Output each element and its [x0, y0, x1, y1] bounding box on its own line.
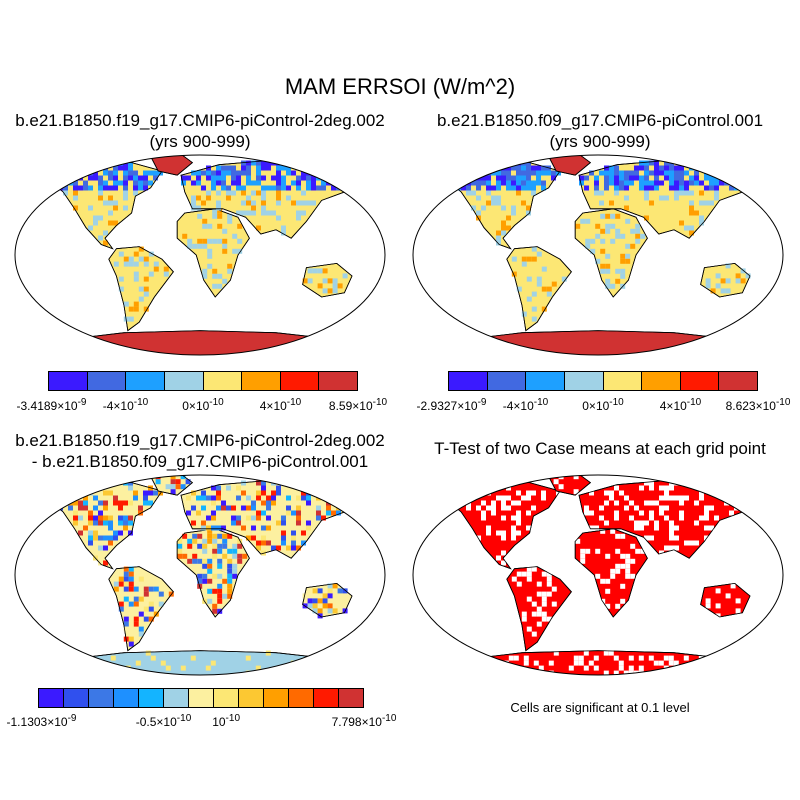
panel-3-title-line-2: - b.e21.B1850.f09_g17.CMIP6-piControl.00… [31, 452, 369, 471]
map-border [412, 474, 784, 676]
colorbar-box [39, 689, 64, 707]
colorbar-box [642, 372, 681, 390]
map-case2 [412, 154, 784, 356]
colorbar-box [449, 372, 488, 390]
colorbar-box [603, 372, 643, 390]
colorbar-difference [38, 688, 364, 708]
main-title: MAM ERRSOI (W/m^2) [284, 74, 516, 99]
panel-2-title-line-1: b.e21.B1850.f09_g17.CMIP6-piControl.001 [436, 111, 764, 130]
significance-note: Cells are significant at 0.1 level [510, 700, 690, 715]
colorbar-box [164, 689, 189, 707]
colorbar-box [719, 372, 757, 390]
panel-2-title: b.e21.B1850.f09_g17.CMIP6-piControl.001 … [400, 110, 800, 152]
colorbar-box [239, 689, 264, 707]
map-difference [14, 474, 386, 676]
colorbar-tick-label: 7.798×10-10 [331, 713, 397, 729]
colorbar-box [564, 372, 604, 390]
colorbar-box [314, 689, 339, 707]
panel-4-title: T-Test of two Case means at each grid po… [400, 438, 800, 459]
colorbar-case1 [48, 371, 358, 391]
panel-3-title: b.e21.B1850.f19_g17.CMIP6-piControl-2deg… [0, 430, 400, 472]
colorbar-tick-label: -1.1303×10-9 [6, 713, 77, 729]
colorbar-box [164, 372, 204, 390]
colorbar-tick-label: -3.4189×10-9 [16, 397, 87, 413]
colorbar-box [89, 689, 114, 707]
colorbar-box [64, 689, 89, 707]
map-ttest [412, 474, 784, 676]
panel-2-title-line-2: (yrs 900-999) [549, 132, 651, 151]
panel-4-title-line-1: T-Test of two Case means at each grid po… [434, 439, 766, 458]
colorbar-box [126, 372, 165, 390]
colorbar-box [214, 689, 239, 707]
colorbar-tick-label: -2.9327×10-9 [416, 397, 487, 413]
colorbar-tick-label: -0.5×10-10 [135, 713, 192, 729]
colorbar-box [319, 372, 357, 390]
colorbar-tick-label: 8.623×10-10 [725, 397, 791, 413]
colorbar-box [189, 689, 214, 707]
colorbar-box [203, 372, 243, 390]
map-case1 [14, 154, 386, 356]
colorbar-tick-label: 4×10-10 [659, 397, 702, 413]
panel-3-title-line-1: b.e21.B1850.f19_g17.CMIP6-piControl-2deg… [15, 431, 385, 450]
colorbar-box [280, 372, 320, 390]
colorbar-box [339, 689, 363, 707]
panel-1-title-line-1: b.e21.B1850.f19_g17.CMIP6-piControl-2deg… [15, 111, 385, 130]
colorbar-box [289, 689, 314, 707]
colorbar-tick-label: 10-10 [212, 713, 240, 729]
panel-1-title-line-2: (yrs 900-999) [149, 132, 251, 151]
colorbar-difference-labels: -1.1303×10-9 -0.5×10-10 10-10 7.798×10-10 [7, 713, 397, 729]
colorbar-tick-label: 8.59×10-10 [328, 397, 388, 413]
colorbar-tick-label: -4×10-10 [102, 397, 149, 413]
colorbar-box [139, 689, 164, 707]
colorbar-tick-label: -4×10-10 [502, 397, 549, 413]
colorbar-box [114, 689, 139, 707]
colorbar-box [526, 372, 565, 390]
colorbar-box [49, 372, 88, 390]
colorbar-tick-label: 0×10-10 [582, 397, 624, 413]
colorbar-box [680, 372, 720, 390]
colorbar-case2 [448, 371, 758, 391]
colorbar-case1-labels: -3.4189×10-9 -4×10-10 0×10-10 4×10-10 8.59×1… [17, 397, 388, 413]
colorbar-box [264, 689, 289, 707]
map-border [14, 154, 386, 356]
colorbar-box [87, 372, 127, 390]
panel-1-title: b.e21.B1850.f19_g17.CMIP6-piControl-2deg… [0, 110, 400, 152]
colorbar-tick-label: 0×10-10 [182, 397, 224, 413]
colorbar-box [487, 372, 527, 390]
colorbar-tick-label: 4×10-10 [259, 397, 302, 413]
colorbar-box [242, 372, 281, 390]
map-border [14, 474, 386, 676]
colorbar-case2-labels: -2.9327×10-9 -4×10-10 0×10-10 4×10-10 8.623×… [417, 397, 791, 413]
map-border [412, 154, 784, 356]
